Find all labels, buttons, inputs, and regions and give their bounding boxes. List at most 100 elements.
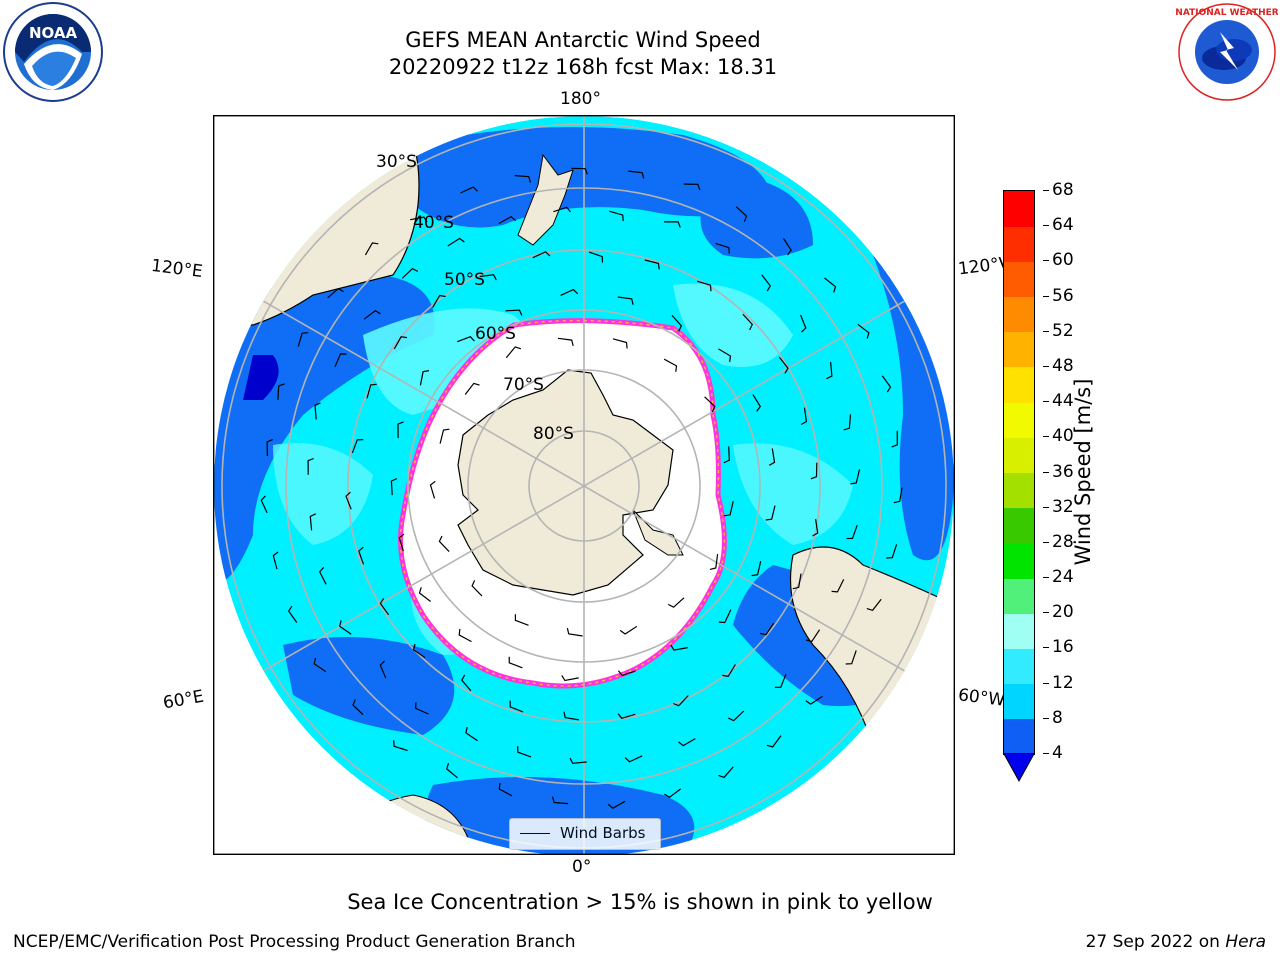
polar-map-svg	[212, 114, 955, 856]
noaa-logo: NOAA	[2, 2, 104, 102]
wind-barb	[881, 375, 892, 393]
wind-barb	[297, 332, 309, 347]
wind-barb	[517, 746, 532, 758]
wind-barb	[438, 535, 450, 553]
wind-barb	[514, 614, 529, 626]
lat-label-50s: 50°S	[444, 270, 485, 290]
wind-barb	[390, 478, 398, 496]
colorbar-segment	[1004, 366, 1034, 403]
wind-barb	[628, 170, 645, 179]
wind-barb	[352, 699, 364, 716]
wind-barb	[612, 338, 628, 349]
wind-barb	[782, 238, 792, 256]
colorbar-tick-label: 4	[1052, 743, 1063, 763]
wind-barb-legend-line	[520, 833, 550, 834]
colorbar-tick-mark	[1043, 647, 1049, 649]
wind-barb	[800, 314, 807, 333]
colorbar-tick-mark	[1043, 541, 1049, 543]
wind-barb	[471, 580, 483, 597]
colorbar-segment	[1004, 578, 1034, 614]
footer-date: 27 Sep 2022 on	[1085, 932, 1226, 952]
wind-barb	[401, 267, 419, 279]
colorbar-segment	[1004, 542, 1034, 579]
wind-barb	[429, 480, 436, 499]
wind-barb	[664, 221, 681, 228]
wind-barb	[678, 738, 696, 747]
wind-barb	[418, 587, 431, 602]
colorbar-tick-label: 24	[1052, 567, 1074, 588]
wind-barb	[715, 242, 730, 254]
wind-barb	[724, 501, 734, 517]
wind-barb	[850, 469, 861, 485]
colorbar-tick-label: 68	[1052, 180, 1074, 200]
lat-label-80s: 80°S	[533, 424, 574, 444]
wind-barb	[671, 314, 683, 332]
colorbar-tick-label: 28	[1052, 531, 1074, 552]
wind-barb	[393, 336, 408, 350]
wind-barb	[498, 215, 517, 225]
wind-barb	[465, 726, 478, 742]
colorbar-tick-mark	[1043, 260, 1049, 262]
colorbar-segment	[1004, 472, 1034, 509]
wind-barb	[364, 242, 379, 256]
colorbar-segment	[1004, 191, 1034, 227]
colorbar-tick-label: 32	[1052, 496, 1074, 517]
wind-barb	[314, 402, 321, 420]
wind-barbs	[260, 167, 903, 809]
wind-barb	[397, 421, 404, 439]
wind-barb	[398, 533, 405, 552]
wind-barb	[718, 348, 732, 362]
colorbar-extend	[1002, 752, 1036, 787]
wind-barb	[566, 627, 583, 637]
wind-barb	[843, 414, 852, 431]
wind-barb	[663, 358, 678, 372]
lon-label-left-lower: 60°E	[161, 686, 206, 714]
map-legend: Wind Barbs	[509, 818, 661, 850]
wind-barb	[272, 551, 279, 570]
wind-barb	[561, 675, 579, 682]
wind-barb	[363, 309, 381, 320]
wind-barb	[891, 430, 898, 448]
wind-barb	[318, 567, 327, 585]
wind-barb	[569, 757, 587, 764]
wind-barb	[617, 713, 636, 719]
wind-barb	[824, 277, 837, 293]
colorbar-segment	[1004, 296, 1034, 333]
wind-barb	[893, 487, 903, 504]
lat-label-30s: 30°S	[376, 152, 417, 172]
polar-map: Wind Barbs	[212, 114, 955, 856]
colorbar-tick-mark	[1043, 577, 1049, 579]
footer-left: NCEP/EMC/Verification Post Processing Pr…	[13, 932, 576, 952]
wind-barb	[571, 167, 588, 175]
wind-barb	[366, 383, 377, 399]
meridian-grid	[214, 116, 954, 856]
wind-barb	[412, 643, 426, 659]
wind-barb	[722, 664, 736, 678]
chart-subtitle: 20220922 t12z 168h fcst Max: 18.31	[388, 55, 778, 79]
wind-barb	[696, 280, 712, 292]
wind-barb	[718, 609, 732, 624]
footer-host: Hera	[1225, 932, 1266, 952]
colorbar-tick-label: 64	[1052, 215, 1074, 236]
colorbar-label: Wind Speed [m/s]	[1071, 378, 1095, 566]
wind-barb	[508, 656, 523, 669]
colorbar-tick-mark	[1043, 330, 1049, 332]
wind-barb	[415, 702, 429, 715]
wind-barb	[313, 657, 327, 673]
lon-label-right-lower: 60°W	[956, 685, 1006, 711]
wind-barb	[723, 446, 730, 464]
new-zealand	[517, 153, 574, 246]
wind-barb	[339, 620, 352, 635]
svg-text:NOAA: NOAA	[29, 24, 78, 42]
wind-barb	[609, 210, 624, 222]
colorbar-segment	[1004, 648, 1034, 685]
colorbar-tick-label: 48	[1052, 355, 1074, 376]
wind-barb	[805, 695, 823, 705]
colorbar-tick-mark	[1043, 471, 1049, 473]
wind-barb	[765, 505, 776, 521]
colorbar-tick-mark	[1043, 682, 1049, 684]
wind-barb	[345, 491, 352, 510]
colorbar	[1003, 190, 1035, 755]
colorbar-segment	[1004, 402, 1034, 438]
wind-barb	[805, 629, 821, 643]
